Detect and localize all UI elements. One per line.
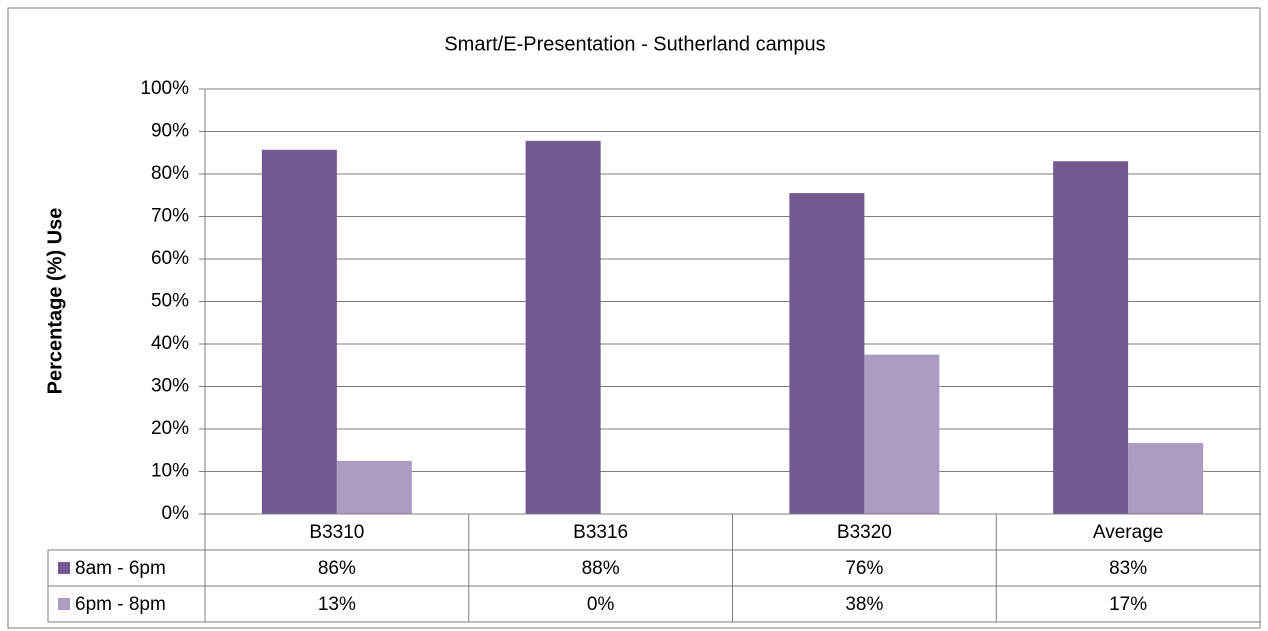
data-label: 88%: [582, 558, 620, 579]
chart-border: [7, 7, 1261, 629]
y-tick-label: 60%: [151, 248, 189, 269]
data-label: 17%: [1109, 594, 1147, 615]
y-tick-label: 0%: [162, 503, 190, 524]
bar: [261, 149, 337, 514]
x-tick-label: B3310: [309, 522, 364, 543]
y-tick-label: 10%: [151, 461, 189, 482]
y-axis-label: Percentage (%) Use: [44, 208, 66, 395]
y-tick-label: 80%: [151, 163, 189, 184]
legend-swatch: [58, 562, 70, 574]
data-label: 38%: [845, 594, 883, 615]
x-tick-label: Average: [1093, 522, 1163, 543]
legend-label: 6pm - 8pm: [75, 594, 166, 615]
data-label: 76%: [845, 558, 883, 579]
x-tick-label: B3316: [573, 522, 628, 543]
legend-swatch: [58, 598, 70, 610]
legend-label: 8am - 6pm: [75, 558, 166, 579]
y-tick-label: 90%: [151, 121, 189, 142]
bar: [525, 140, 601, 514]
bar: [1128, 443, 1204, 514]
bar: [789, 193, 865, 514]
chart-title: Smart/E-Presentation - Sutherland campus: [444, 33, 825, 55]
data-label: 13%: [318, 594, 356, 615]
y-tick-label: 50%: [151, 291, 189, 312]
table-row: [47, 585, 1261, 623]
y-tick-label: 100%: [140, 78, 189, 99]
y-tick-label: 20%: [151, 418, 189, 439]
x-tick-label: B3320: [837, 522, 892, 543]
bar: [336, 460, 412, 514]
data-label: 83%: [1109, 558, 1147, 579]
data-label: 86%: [318, 558, 356, 579]
bar: [864, 354, 940, 514]
data-label: 0%: [587, 594, 615, 615]
y-tick-label: 30%: [151, 376, 189, 397]
bar: [1053, 161, 1129, 514]
y-tick-label: 40%: [151, 333, 189, 354]
y-tick-label: 70%: [151, 206, 189, 227]
